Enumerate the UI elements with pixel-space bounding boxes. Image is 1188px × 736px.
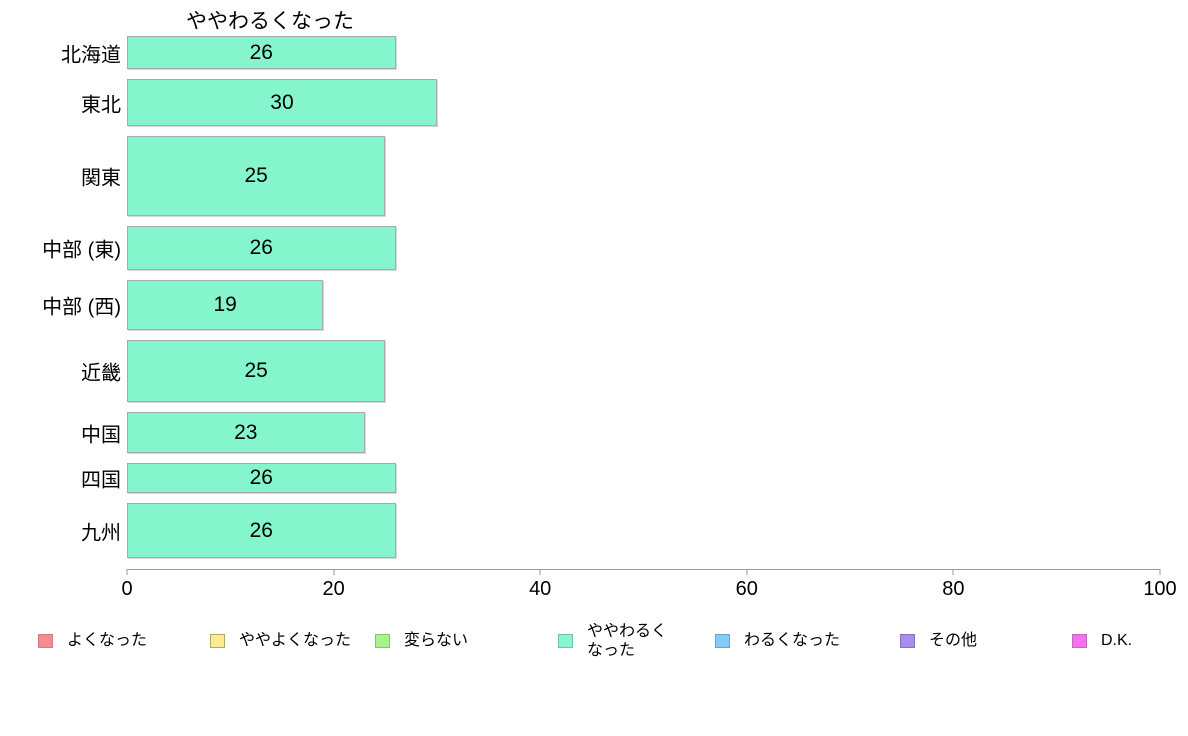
category-label: 中部 (西) — [42, 296, 121, 319]
category-label: 関東 — [81, 167, 121, 190]
legend-swatch-icon — [900, 634, 915, 648]
category-label: 近畿 — [81, 362, 121, 385]
x-axis-tick-label: 0 — [121, 578, 133, 600]
bar-value-label: 26 — [249, 236, 273, 259]
legend: よくなった ややよくなった 変らない ややわるく なった わるくなった その他 … — [0, 613, 1188, 669]
legend-item-kawaranai[interactable]: 変らない — [375, 613, 468, 669]
x-axis-tick — [952, 569, 954, 575]
legend-label: その他 — [929, 632, 978, 650]
plot-area: 北海道 26 東北 30 関東 25 中部 (東) 26 中部 (西) 19 近… — [42, 36, 1160, 558]
x-axis-tick-label: 80 — [942, 578, 965, 600]
x-axis-tick — [539, 569, 541, 575]
category-label: 四国 — [81, 469, 121, 492]
bar: 25 — [127, 136, 386, 216]
bar-row: 東北 30 — [81, 79, 1160, 126]
legend-swatch-icon — [38, 634, 53, 648]
legend-item-dk[interactable]: D.K. — [1072, 613, 1132, 669]
chart-title: ややわるくなった — [186, 10, 354, 33]
category-label: 東北 — [81, 94, 121, 116]
category-label: 中国 — [81, 424, 121, 446]
bar: 26 — [127, 463, 396, 493]
legend-swatch-icon — [1072, 634, 1087, 648]
bar-row: 中国 23 — [81, 412, 1160, 453]
bar: 25 — [127, 340, 386, 402]
bar-value-label: 25 — [244, 359, 268, 382]
x-axis-tick-label: 20 — [322, 578, 345, 600]
legend-swatch-icon — [715, 634, 730, 648]
bar-value-label: 23 — [234, 420, 258, 444]
legend-swatch-icon — [558, 634, 573, 648]
bar-value-label: 26 — [249, 40, 273, 64]
legend-label: わるくなった — [744, 632, 841, 650]
legend-item-yokunatta[interactable]: よくなった — [38, 613, 147, 669]
legend-item-yayawarukunatta[interactable]: ややわるく なった — [558, 613, 667, 669]
bar-row: 四国 26 — [81, 463, 1160, 493]
category-label: 北海道 — [61, 44, 121, 66]
x-axis-tick — [1159, 569, 1161, 575]
category-label: 中部 (東) — [42, 239, 121, 262]
bar: 26 — [127, 226, 396, 270]
bar-value-label: 19 — [213, 293, 237, 316]
legend-swatch-icon — [375, 634, 390, 648]
legend-item-sonota[interactable]: その他 — [900, 613, 977, 669]
bar: 30 — [127, 79, 437, 126]
legend-swatch-icon — [210, 634, 225, 648]
bar-row: 九州 26 — [81, 503, 1160, 558]
bar-value-label: 26 — [249, 518, 273, 542]
bar-row: 関東 25 — [81, 136, 1160, 216]
bar: 26 — [127, 36, 396, 69]
bar-row: 中部 (東) 26 — [42, 226, 1160, 270]
category-label: 九州 — [81, 522, 121, 544]
bar-row: 中部 (西) 19 — [42, 280, 1160, 330]
legend-label: D.K. — [1101, 632, 1133, 650]
bar: 23 — [127, 412, 365, 453]
bar-value-label: 26 — [249, 466, 273, 489]
bar-row: 北海道 26 — [61, 36, 1160, 69]
x-axis-tick — [746, 569, 748, 575]
x-axis-tick — [333, 569, 335, 575]
legend-label: ややよくなった — [239, 632, 352, 650]
x-axis-tick-label: 100 — [1143, 578, 1177, 600]
x-axis-tick — [126, 569, 128, 575]
bar-row: 近畿 25 — [81, 340, 1160, 402]
legend-item-yayayokunatta[interactable]: ややよくなった — [210, 613, 351, 669]
bar-value-label: 30 — [270, 90, 294, 114]
legend-label: よくなった — [67, 632, 148, 650]
x-axis-tick-label: 40 — [529, 578, 552, 600]
x-axis: 0 20 40 60 80 100 — [121, 569, 1177, 600]
legend-label: 変らない — [404, 632, 469, 650]
bar-value-label: 25 — [244, 164, 268, 187]
x-axis-tick-label: 60 — [735, 578, 758, 600]
legend-item-warukunatta[interactable]: わるくなった — [715, 613, 840, 669]
legend-label: ややわるく なった — [587, 622, 668, 659]
bar: 19 — [127, 280, 324, 330]
bar: 26 — [127, 503, 396, 558]
